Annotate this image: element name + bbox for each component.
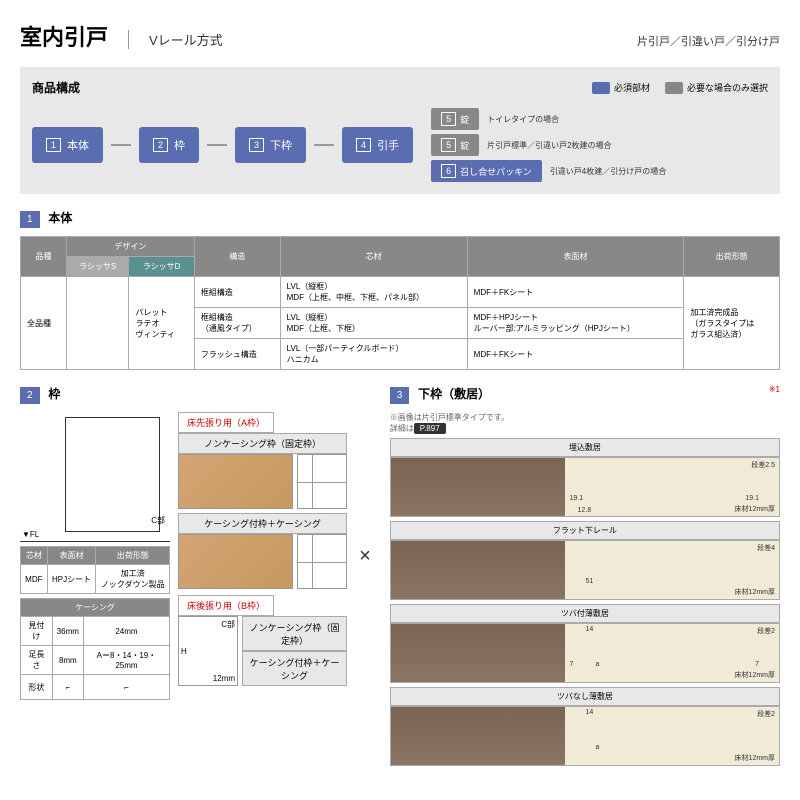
- header-categories: 片引戸／引違い戸／引分け戸: [637, 33, 780, 49]
- casing-table: ケーシング 見付け36mm24mm 足長さ8mmA＝8・14・19・25mm 形…: [20, 598, 170, 700]
- sill-option: 埋込敷居 段差2.5 19.1 19.1 12.8 床材12mm厚: [390, 438, 780, 517]
- section1-header: 1 本体: [20, 209, 780, 228]
- legend-optional-box: [665, 82, 683, 94]
- branch-row: 5錠 トイレタイプの場合: [431, 108, 666, 130]
- page-subtitle: Vレール方式: [128, 30, 223, 49]
- sill-option: ツバ付薄敷居 14 段差2 7 a 7 床材12mm厚: [390, 604, 780, 683]
- frame-image: [178, 534, 293, 589]
- flow-box-2: 2枠: [139, 127, 199, 163]
- body-table: 品種 デザイン 構造 芯材 表面材 出荷形態 ラシッサS ラシッサD 全品種 パ…: [20, 236, 780, 370]
- frame-cross-section: [297, 454, 347, 509]
- flow-diagram: 1本体 2枠 3下枠 4引手 5錠 トイレタイプの場合 5錠 片引戸標準／引違い…: [32, 108, 768, 182]
- branch-row: 6召し合せパッキン 引違い戸4枚建／引分け戸の場合: [431, 160, 666, 182]
- page-title: 室内引戸: [20, 20, 108, 52]
- sill-option: ツバなし薄敷居 14 段差2 a 床材12mm厚: [390, 687, 780, 766]
- sill-option: フラット下レール 段差4 51 床材12mm厚: [390, 521, 780, 600]
- type-b-diagram: C部 H 12mm: [178, 616, 238, 686]
- frame-elevation-diagram: ▼FL C部: [20, 412, 170, 542]
- branch-row: 5錠 片引戸標準／引違い戸2枚建の場合: [431, 134, 666, 156]
- type-b-label: 床後張り用（B枠）: [178, 595, 274, 616]
- section3-header: 3 下枠（敷居） ※1: [390, 385, 780, 404]
- composition-title: 商品構成: [32, 79, 80, 96]
- legend: 必須部材 必要な場合のみ選択: [592, 81, 768, 94]
- legend-optional-label: 必要な場合のみ選択: [687, 81, 768, 94]
- legend-required-label: 必須部材: [614, 81, 650, 94]
- legend-required-box: [592, 82, 610, 94]
- multiply-icon: ×: [359, 545, 371, 568]
- flow-box-3: 3下枠: [235, 127, 306, 163]
- composition-panel: 商品構成 必須部材 必要な場合のみ選択 1本体 2枠 3下枠 4引手: [20, 67, 780, 194]
- frame-image: [178, 454, 293, 509]
- frame-cross-section: [297, 534, 347, 589]
- section2-header: 2 枠: [20, 385, 375, 404]
- flow-box-4: 4引手: [342, 127, 413, 163]
- type-a-label: 床先張り用（A枠）: [178, 412, 274, 433]
- flow-box-1: 1本体: [32, 127, 103, 163]
- section3-note: ※画像は片引戸標準タイプです。 詳細はP.897: [390, 412, 780, 434]
- frame-material-table: 芯材表面材出荷形態 MDFHPJシート加工済 ノックダウン製品: [20, 546, 170, 594]
- sill-options: 埋込敷居 段差2.5 19.1 19.1 12.8 床材12mm厚 フラット下レ…: [390, 438, 780, 766]
- page-header: 室内引戸 Vレール方式 片引戸／引違い戸／引分け戸: [20, 20, 780, 52]
